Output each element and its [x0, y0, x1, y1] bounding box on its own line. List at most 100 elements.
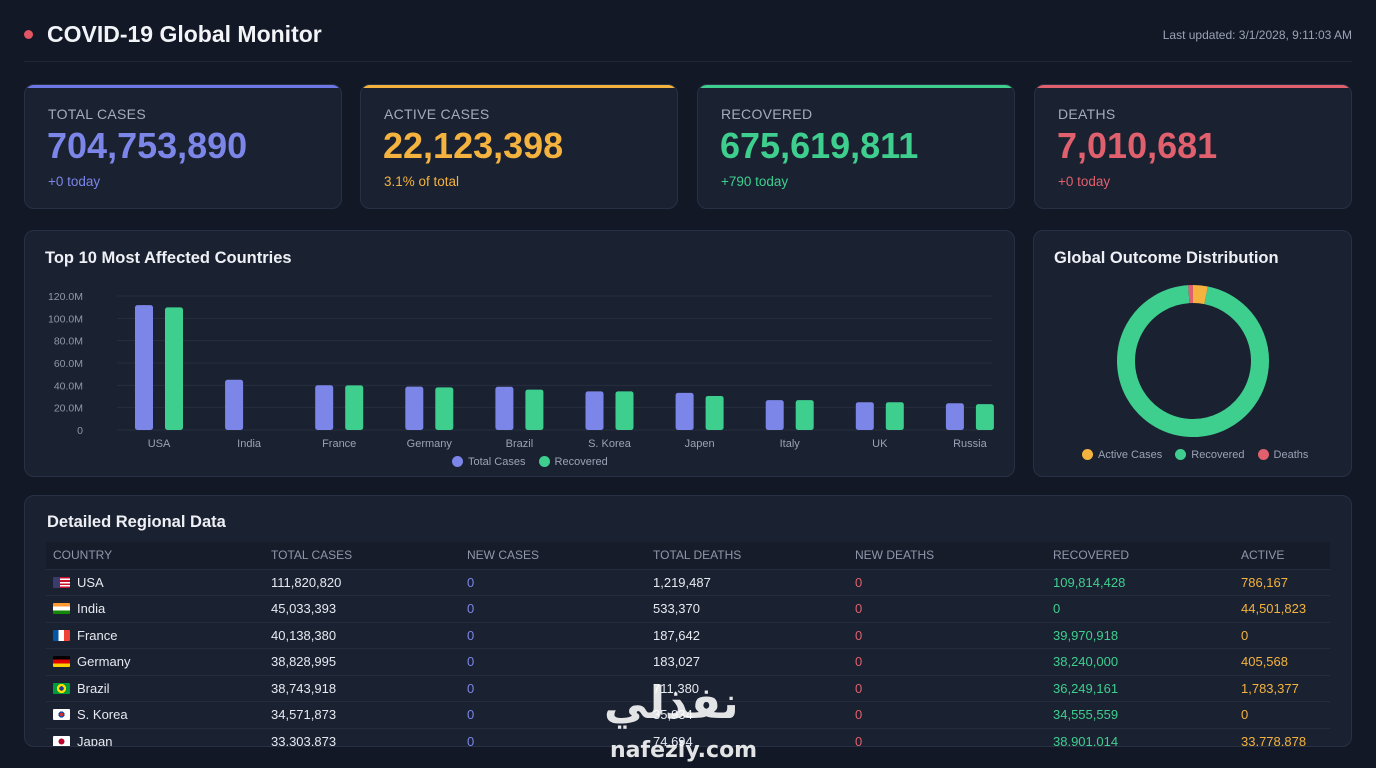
x-tick-label: Russia [953, 438, 988, 450]
recovered-slice[interactable] [1117, 285, 1269, 437]
new-cases-cell: 0 [460, 621, 646, 649]
recovered-cell: 38,240,000 [1046, 648, 1234, 675]
column-header-recovered[interactable]: RECOVERED [1053, 548, 1130, 563]
card-label: TOTAL CASES [48, 106, 146, 122]
total-cases-bar-uk[interactable] [855, 402, 874, 430]
y-tick-label: 20.0M [54, 403, 83, 415]
total-cases-bar-italy[interactable] [765, 400, 784, 430]
active-cell: 44,501,823 [1234, 595, 1330, 622]
x-tick-label: Brazil [506, 438, 534, 450]
recovered-bar-italy[interactable] [795, 400, 814, 430]
total-cases-bar-brazil[interactable] [495, 386, 514, 430]
new-cases-cell: 0 [460, 595, 646, 622]
country-cell: Brazil [46, 674, 264, 702]
active-cell: 405,568 [1234, 648, 1330, 675]
legend-dot [1257, 449, 1269, 460]
y-tick-label: 100.0M [48, 313, 83, 325]
total-cases-cell: 40,138,380 [264, 621, 460, 649]
recovered-bar-russia[interactable] [975, 404, 994, 430]
total-deaths-cell: 1,219,487 [646, 568, 848, 596]
recovered-bar-japen[interactable] [705, 395, 724, 430]
card-label: RECOVERED [721, 106, 813, 122]
country-cell: Japan [46, 727, 264, 746]
country-name: France [77, 627, 118, 643]
legend-item-recovered[interactable]: Recovered [538, 456, 608, 468]
recovered-bar-skorea[interactable] [615, 391, 634, 430]
x-tick-label: Italy [780, 438, 801, 450]
us-flag-icon [53, 576, 70, 588]
country-cell: India [46, 595, 264, 622]
column-header-total-cases[interactable]: TOTAL CASES [271, 548, 353, 563]
recovered-bar-usa[interactable] [165, 307, 183, 430]
top-countries-panel: Top 10 Most Affected Countries 0 20.0M 40.… [24, 230, 1015, 477]
column-header-active[interactable]: ACTIVE [1241, 548, 1285, 563]
recovered-bar-brazil[interactable] [525, 389, 544, 430]
outcome-distribution-panel: Global Outcome Distribution Active Cases… [1033, 230, 1352, 477]
column-header-country[interactable]: COUNTRY [53, 548, 113, 563]
y-tick-label: 80.0M [54, 336, 83, 348]
total-cases-bar-russia[interactable] [945, 403, 964, 430]
total-cases-cell: 38,743,918 [264, 674, 460, 702]
country-name: India [77, 601, 106, 617]
france-flag-icon [53, 629, 70, 641]
column-header-total-deaths[interactable]: TOTAL DEATHS [653, 548, 742, 563]
watermark-arabic-text: نفذلي [604, 678, 739, 729]
column-header-new-cases[interactable]: NEW CASES [467, 548, 540, 563]
table-row[interactable]: Brazil 38,743,918 0 711,380 0 36,249,161 1,783… [46, 674, 1330, 702]
regional-data-panel: Detailed Regional Data COUNTRY TOTAL CAS… [24, 495, 1352, 747]
total-cases-bar-usa[interactable] [135, 305, 153, 430]
new-deaths-cell: 0 [848, 621, 1046, 649]
recovered-cell: 109,814,428 [1046, 568, 1234, 596]
column-header-new-deaths[interactable]: NEW DEATHS [855, 548, 935, 563]
panel-title: Global Outcome Distribution [1054, 249, 1279, 267]
table-row[interactable]: USA 111,820,820 0 1,219,487 0 109,814,428 786,… [46, 568, 1330, 596]
card-subtext: 3.1% of total [384, 174, 460, 189]
recovered-cell: 39,970,918 [1046, 621, 1234, 649]
country-cell: Germany [46, 648, 264, 675]
legend-dot [1082, 449, 1093, 460]
table-row[interactable]: S. Korea 34,571,873 0 35,934 0 34,555,559 0 [46, 701, 1330, 728]
card-value: 22,123,398 [383, 125, 564, 166]
active-cell: 786,167 [1234, 568, 1330, 596]
new-cases-cell: 0 [460, 701, 646, 728]
total-cases-cell: 33,303,873 [264, 727, 460, 746]
legend-item-active-cases[interactable]: Active Cases [1082, 449, 1162, 461]
legend-item-deaths[interactable]: Deaths [1257, 449, 1308, 461]
total-cases-cell: 45,033,393 [264, 595, 460, 622]
dashboard-header: COVID-19 Global Monitor Last updated: 3/… [24, 18, 1352, 62]
new-deaths-cell: 0 [848, 727, 1046, 746]
active-cases-slice[interactable] [1192, 285, 1208, 305]
total-cases-bar-japen[interactable] [675, 392, 694, 430]
total-cases-bar-india[interactable] [225, 379, 244, 430]
recovered-cell: 0 [1046, 595, 1234, 622]
y-tick-label: 120.0M [48, 291, 83, 303]
legend-label: Recovered [554, 456, 608, 468]
recovered-bar-germany[interactable] [435, 387, 454, 430]
total-cases-bar-germany[interactable] [405, 386, 424, 430]
legend-item-total-cases[interactable]: Total Cases [452, 456, 525, 468]
panel-title: Detailed Regional Data [47, 513, 226, 531]
x-tick-label: Japen [685, 438, 715, 450]
watermark-url-text: nafezly.com [610, 738, 758, 763]
country-name: Germany [77, 654, 131, 670]
table-row[interactable]: Germany 38,828,995 0 183,027 0 38,240,000 405,… [46, 648, 1330, 675]
japan-flag-icon [53, 736, 70, 746]
recovered-bar-uk[interactable] [885, 402, 904, 430]
total-cases-bar-skorea[interactable] [585, 391, 604, 430]
x-tick-label: USA [148, 438, 171, 450]
new-cases-cell: 0 [460, 568, 646, 596]
recovered-bar-france[interactable] [345, 385, 364, 430]
card-label: ACTIVE CASES [384, 106, 490, 122]
table-row[interactable]: France 40,138,380 0 187,642 0 39,970,918 0 [46, 621, 1330, 649]
card-subtext: +0 today [48, 174, 101, 189]
new-deaths-cell: 0 [848, 674, 1046, 702]
table-row[interactable]: India 45,033,393 0 533,370 0 0 44,501,823 [46, 595, 1330, 622]
country-name: S. Korea [77, 707, 128, 723]
india-flag-icon [53, 603, 70, 615]
total-cases-bar-france[interactable] [315, 385, 334, 430]
donut-chart-legend: Active Cases Recovered Deaths [1082, 449, 1318, 461]
card-value: 675,619,811 [720, 125, 919, 166]
legend-item-recovered[interactable]: Recovered [1175, 449, 1244, 461]
new-deaths-cell: 0 [848, 648, 1046, 675]
table-row[interactable]: Japan 33,303,873 0 74,694 0 38,901,014 33,778,… [46, 727, 1330, 746]
